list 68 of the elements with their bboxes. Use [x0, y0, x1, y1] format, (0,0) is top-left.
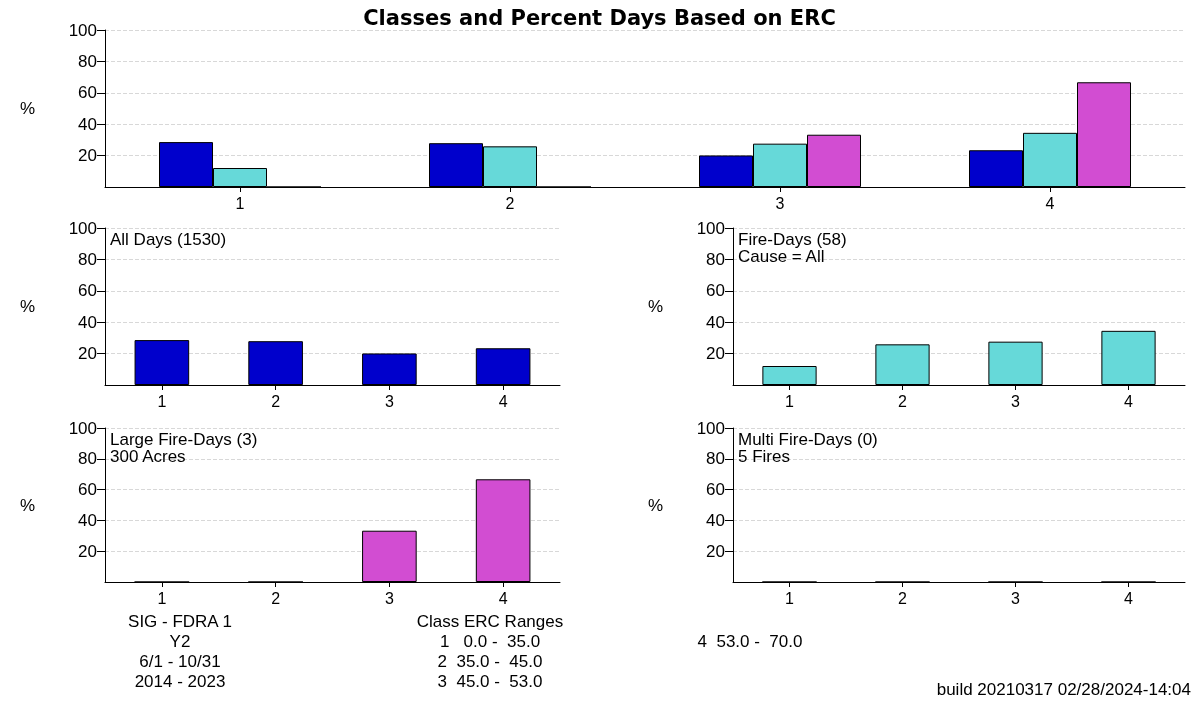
- x-tick-label: 2: [271, 392, 281, 410]
- text: 300 Acres: [110, 447, 186, 466]
- x-tick-label: 2: [505, 194, 515, 212]
- text: build 20210317 02/28/2024-14:04: [936, 680, 1191, 700]
- y-tick-label: 80: [706, 449, 725, 469]
- x-tick-label: 3: [384, 392, 394, 410]
- x-tick-label: 4: [498, 589, 508, 607]
- y-tick-label: 40: [706, 510, 725, 530]
- x-tick-label: 4: [1124, 589, 1134, 607]
- x-tick-label: 4: [498, 392, 508, 410]
- x-tick-label: 3: [384, 589, 394, 607]
- x-tick-label: 1: [785, 392, 795, 410]
- chart-title: Multi Fire-Days (0): [738, 430, 878, 449]
- y-tick-label: 60: [78, 480, 97, 500]
- y-tick-label: 40: [78, 510, 97, 530]
- y-tick-label: 100: [68, 20, 97, 40]
- y-tick-label: 20: [78, 541, 97, 561]
- text: Y2: [169, 632, 191, 652]
- x-tick-label: 4: [1045, 194, 1055, 212]
- y-tick-label: 100: [696, 418, 725, 438]
- y-tick-label: 20: [78, 344, 97, 364]
- y-tick-label: 60: [706, 281, 725, 301]
- x-tick-label: 3: [775, 194, 785, 212]
- chart-title: Classes and Percent Days Based on ERC: [363, 5, 836, 30]
- text: 5 Fires: [738, 447, 790, 466]
- y-tick-label: 100: [68, 218, 97, 238]
- y-axis-title: %: [647, 297, 663, 316]
- text: 2014 - 2023: [134, 672, 226, 692]
- y-tick-label: 80: [78, 51, 97, 71]
- y-tick-label: 40: [78, 114, 97, 134]
- chart-title: All Days (1530): [110, 230, 227, 249]
- y-tick-label: 100: [68, 418, 97, 438]
- y-tick-label: 100: [696, 218, 725, 238]
- y-tick-label: 40: [78, 312, 97, 332]
- y-tick-label: 80: [706, 249, 725, 269]
- chart-title: Fire-Days (58): [738, 230, 847, 249]
- x-tick-label: 1: [157, 589, 167, 607]
- y-tick-label: 40: [706, 312, 725, 332]
- x-tick-label: 1: [157, 392, 167, 410]
- x-tick-label: 1: [785, 589, 795, 607]
- y-axis-title: %: [19, 99, 35, 118]
- x-tick-label: 2: [898, 392, 908, 410]
- y-tick-label: 60: [78, 83, 97, 103]
- text: 3 45.0 - 53.0: [437, 672, 543, 692]
- y-axis-title: %: [19, 297, 35, 316]
- y-axis-title: %: [19, 495, 35, 515]
- text: 2 35.0 - 45.0: [437, 652, 543, 672]
- y-tick-label: 20: [706, 344, 725, 364]
- x-tick-label: 3: [1011, 392, 1021, 410]
- text: Cause = All: [738, 247, 825, 266]
- y-axis-title: %: [647, 495, 663, 515]
- x-tick-label: 4: [1124, 392, 1134, 410]
- x-tick-label: 3: [1011, 589, 1021, 607]
- x-tick-label: 2: [271, 589, 281, 607]
- text: 4 53.0 - 70.0: [697, 632, 803, 652]
- y-tick-label: 20: [78, 146, 97, 166]
- text: SIG - FDRA 1: [128, 612, 232, 632]
- x-tick-label: 2: [898, 589, 908, 607]
- text: 6/1 - 10/31: [139, 652, 221, 672]
- y-tick-label: 20: [706, 541, 725, 561]
- y-tick-label: 80: [78, 249, 97, 269]
- y-tick-label: 60: [706, 480, 725, 500]
- text: Class ERC Ranges: [416, 612, 564, 632]
- text: 1 0.0 - 35.0: [439, 632, 541, 652]
- x-tick-label: 1: [235, 194, 245, 212]
- y-tick-label: 60: [78, 281, 97, 301]
- y-tick-label: 80: [78, 449, 97, 469]
- chart-title: Large Fire-Days (3): [110, 430, 258, 449]
